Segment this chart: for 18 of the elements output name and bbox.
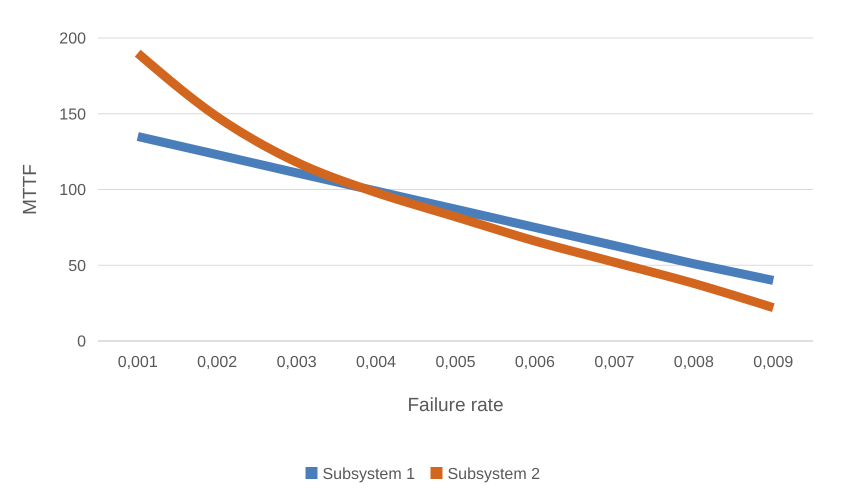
y-tick-label: 150: [59, 106, 86, 124]
legend-label: Subsystem 1: [322, 466, 416, 483]
y-tick-label: 200: [59, 30, 86, 48]
x-axis-title: Failure rate: [407, 395, 504, 416]
x-tick-label: 0,008: [674, 354, 714, 371]
x-tick-label: 0,005: [435, 354, 476, 371]
y-tick-label: 50: [68, 258, 86, 275]
x-tick-label: 0,002: [197, 354, 238, 371]
x-tick-label: 0,004: [356, 354, 396, 371]
x-tick-label: 0,007: [594, 354, 635, 371]
x-tick-label: 0,001: [118, 354, 158, 371]
y-axis-title: MTTF: [20, 164, 41, 215]
x-tick-label: 0,003: [276, 354, 317, 371]
x-tick-label: 0,006: [514, 354, 556, 371]
x-tick-label: 0,009: [753, 354, 794, 371]
y-tick-label: 0: [77, 334, 86, 351]
y-tick-label: 100: [59, 182, 86, 200]
legend-label: Subsystem 2: [448, 466, 540, 483]
